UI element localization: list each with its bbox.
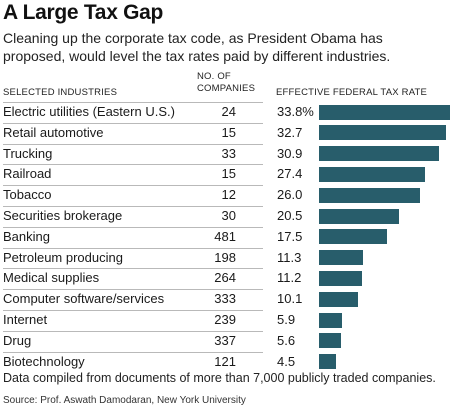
company-count: 121 [214, 353, 236, 369]
company-count: 24 [221, 104, 236, 119]
row-divider [3, 226, 263, 228]
tax-rate-bar [319, 333, 341, 349]
source-credit: Source: Prof. Aswath Damodaran, New York… [3, 395, 246, 406]
industry-label: Drug [3, 332, 32, 348]
tax-rate-bar [319, 312, 342, 328]
tax-rate-value: 26.0 [277, 187, 303, 203]
column-header-tax-rate: EFFECTIVE FEDERAL TAX RATE [276, 87, 428, 98]
tax-rate-value: 30.9 [277, 145, 303, 161]
column-header-companies-line2: COMPANIES [197, 83, 256, 94]
company-count: 198 [214, 249, 236, 265]
industry-label: Computer software/services [3, 291, 165, 307]
tax-rate-value: 20.5 [277, 208, 303, 223]
company-count: 33 [221, 145, 236, 161]
industry-label: Retail automotive [3, 124, 104, 140]
tax-rate-bar [319, 166, 426, 182]
industry-label: Internet [3, 312, 48, 327]
company-count: 333 [214, 291, 236, 307]
row-divider [3, 330, 263, 332]
industry-label: Tobacco [3, 187, 52, 203]
tax-rate-bar [319, 146, 439, 162]
tax-rate-value: 10.1 [277, 291, 303, 307]
company-count: 264 [214, 270, 236, 286]
tax-rate-value: 11.3 [277, 249, 302, 265]
tax-rate-value: 32.7 [277, 124, 303, 140]
industry-label: Railroad [3, 166, 52, 182]
tax-rate-value: 17.5 [277, 228, 303, 244]
tax-rate-value: 5.6 [277, 332, 296, 348]
tax-rate-value: 5.9 [277, 312, 296, 327]
tax-rate-bar [319, 229, 387, 245]
row-divider [3, 310, 263, 311]
chart-title: A Large Tax Gap [3, 1, 164, 24]
industry-label: Medical supplies [3, 270, 100, 286]
column-header-companies-line1: NO. OF [197, 71, 231, 82]
tax-rate-bar [319, 270, 363, 286]
tax-rate-bar [319, 354, 337, 370]
company-count: 337 [214, 332, 236, 348]
row-divider [3, 351, 263, 353]
tax-rate-value: 11.2 [277, 270, 302, 286]
row-divider [3, 102, 263, 103]
row-divider [3, 185, 263, 187]
company-count: 15 [221, 124, 236, 140]
column-header-industries: SELECTED INDUSTRIES [3, 87, 118, 98]
footnote: Data compiled from documents of more tha… [3, 371, 436, 385]
tax-rate-bar [319, 208, 399, 224]
row-divider [3, 268, 263, 270]
company-count: 30 [221, 208, 236, 223]
tax-rate-bar [319, 104, 450, 120]
tax-rate-bar [319, 250, 363, 266]
row-divider [3, 122, 263, 124]
company-count: 15 [221, 166, 236, 182]
tax-rate-bar [319, 291, 359, 307]
tax-rate-bar [319, 187, 420, 203]
industry-label: Securities brokerage [3, 208, 123, 223]
row-divider [3, 206, 263, 207]
column-header-companies: NO. OF COMPANIES [197, 71, 255, 95]
chart-subtitle: Cleaning up the corporate tax code, as P… [3, 30, 391, 64]
industry-label: Biotechnology [3, 353, 85, 369]
row-divider [3, 247, 263, 249]
tax-rate-value: 27.4 [277, 166, 303, 182]
industry-label: Banking [3, 228, 50, 244]
row-divider [3, 289, 263, 291]
row-divider [3, 143, 263, 145]
company-count: 481 [214, 228, 236, 244]
tax-rate-value: 4.5 [277, 353, 296, 369]
industry-label: Electric utilities (Eastern U.S.) [3, 104, 175, 119]
industry-label: Trucking [3, 145, 53, 161]
company-count: 12 [221, 187, 236, 203]
industry-label: Petroleum producing [3, 249, 123, 265]
company-count: 239 [214, 312, 236, 327]
tax-rate-bar [319, 125, 446, 141]
tax-rate-value: 33.8% [277, 104, 314, 119]
row-divider [3, 164, 263, 166]
